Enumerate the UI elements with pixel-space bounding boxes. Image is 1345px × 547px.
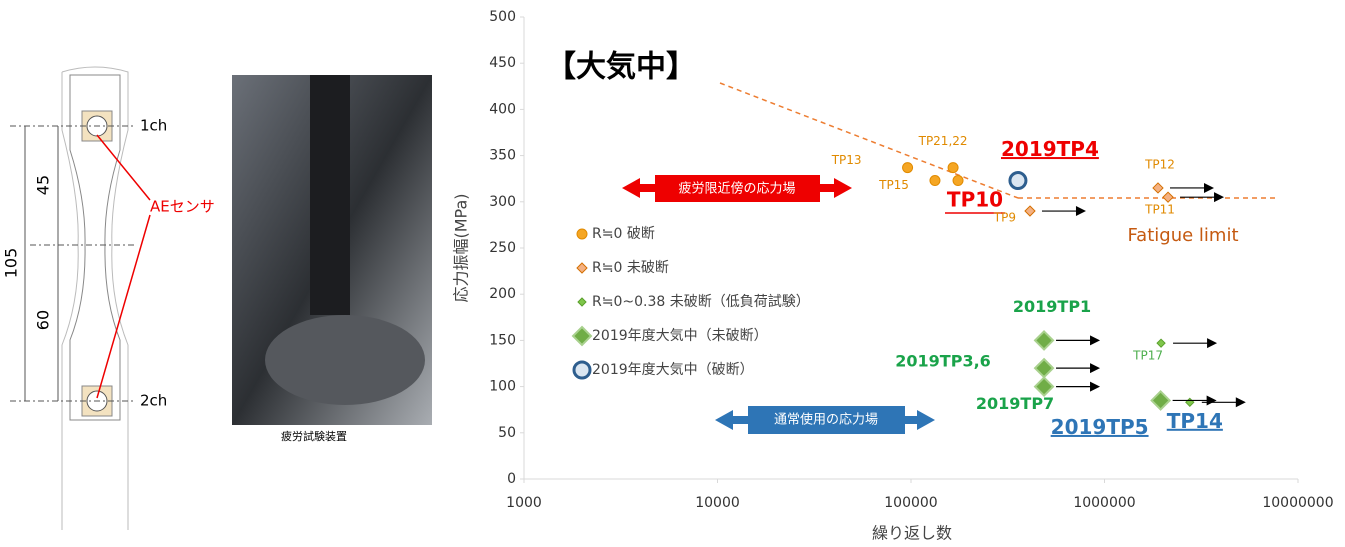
sensor-label: AEセンサ — [150, 198, 215, 216]
legend-marker — [577, 297, 587, 307]
photo-detail — [265, 315, 425, 405]
point-label: TP12 — [1144, 157, 1175, 171]
y-tick-label: 100 — [489, 379, 516, 395]
legend-label: R≒0 破断 — [592, 226, 655, 242]
annotation: 疲労限近傍の応力場 — [678, 181, 795, 197]
zone-box — [655, 175, 820, 202]
legend-label: 2019年度大気中（破断） — [592, 362, 754, 378]
runout-arrow — [1090, 335, 1101, 346]
annotation: TP10 — [947, 188, 1003, 212]
dimension: 105 — [2, 248, 21, 279]
runout-arrow — [1075, 206, 1086, 217]
y-tick-label: 500 — [489, 9, 516, 25]
runout-arrow — [1203, 182, 1214, 193]
point-label: TP15 — [878, 178, 909, 192]
x-axis-label: 繰り返し数 — [872, 524, 952, 543]
point-label: TP13 — [831, 153, 862, 167]
marker — [1185, 397, 1195, 408]
y-tick-label: 200 — [489, 286, 516, 302]
x-tick-label: 1000000 — [1073, 495, 1135, 511]
marker — [1008, 171, 1028, 191]
legend-label: R≒0 未破断 — [592, 260, 669, 276]
point-label: TP9 — [993, 211, 1016, 225]
y-tick-label: 400 — [489, 101, 516, 117]
chart-title: 【大気中】 — [546, 50, 696, 85]
legend-marker — [576, 228, 588, 240]
channel-label: 2ch — [140, 392, 167, 410]
point-label: 2019TP5 — [1051, 415, 1149, 439]
point-label: TP14 — [1167, 409, 1223, 433]
point-label: TP17 — [1132, 349, 1163, 363]
marker — [1150, 390, 1172, 411]
runout-arrow — [1090, 363, 1101, 374]
legend-marker — [572, 360, 592, 380]
photo-caption: 疲労試験装置 — [281, 429, 347, 443]
legend-label: R≒0~0.38 未破断（低負荷試験） — [592, 294, 810, 310]
x-tick-label: 100000 — [884, 495, 937, 511]
photo-detail — [310, 75, 350, 315]
specimen-drawing — [10, 66, 151, 530]
legend-marker — [576, 262, 588, 274]
marker — [952, 175, 964, 187]
runout-arrow — [1090, 381, 1101, 392]
marker — [1162, 191, 1174, 203]
y-tick-label: 250 — [489, 240, 516, 256]
marker — [1033, 357, 1055, 379]
marker — [1033, 329, 1055, 351]
y-tick-label: 0 — [507, 471, 516, 487]
zone-arrow — [715, 410, 748, 430]
point-label: TP21,22 — [918, 134, 968, 148]
annotation: Fatigue limit — [1127, 225, 1238, 246]
marker — [902, 162, 914, 174]
point-label: 2019TP1 — [1013, 297, 1091, 316]
runout-arrow — [1206, 395, 1217, 406]
dimension: 45 — [34, 175, 53, 195]
marker — [1024, 205, 1036, 217]
x-tick-label: 10000000 — [1262, 495, 1333, 511]
dimension: 60 — [34, 310, 53, 330]
y-tick-label: 50 — [498, 425, 516, 441]
zone-arrow — [622, 178, 655, 198]
zone-arrow — [820, 178, 852, 198]
legend-marker — [571, 325, 593, 347]
channel-label: 1ch — [140, 117, 167, 135]
zone-arrow — [905, 410, 935, 430]
y-tick-label: 300 — [489, 194, 516, 210]
marker — [1156, 338, 1166, 348]
point-label: TP11 — [1144, 203, 1175, 217]
x-tick-label: 1000 — [506, 495, 542, 511]
y-tick-label: 450 — [489, 55, 516, 71]
point-label: 2019TP3,6 — [895, 352, 991, 371]
y-tick-label: 150 — [489, 332, 516, 348]
zone-box — [748, 406, 905, 434]
point-label: 2019TP4 — [1001, 137, 1099, 161]
marker — [947, 162, 959, 174]
marker — [1152, 182, 1164, 194]
runout-arrow — [1214, 192, 1225, 203]
marker — [1033, 376, 1055, 398]
y-axis-label: 応力振幅(MPa) — [452, 193, 471, 302]
x-tick-label: 10000 — [695, 495, 740, 511]
marker — [929, 175, 941, 187]
point-label: 2019TP7 — [976, 394, 1054, 413]
legend-label: 2019年度大気中（未破断） — [592, 328, 768, 344]
runout-arrow — [1235, 397, 1246, 408]
annotation: 通常使用の応力場 — [774, 412, 878, 428]
y-tick-label: 350 — [489, 148, 516, 164]
runout-arrow — [1207, 338, 1218, 349]
